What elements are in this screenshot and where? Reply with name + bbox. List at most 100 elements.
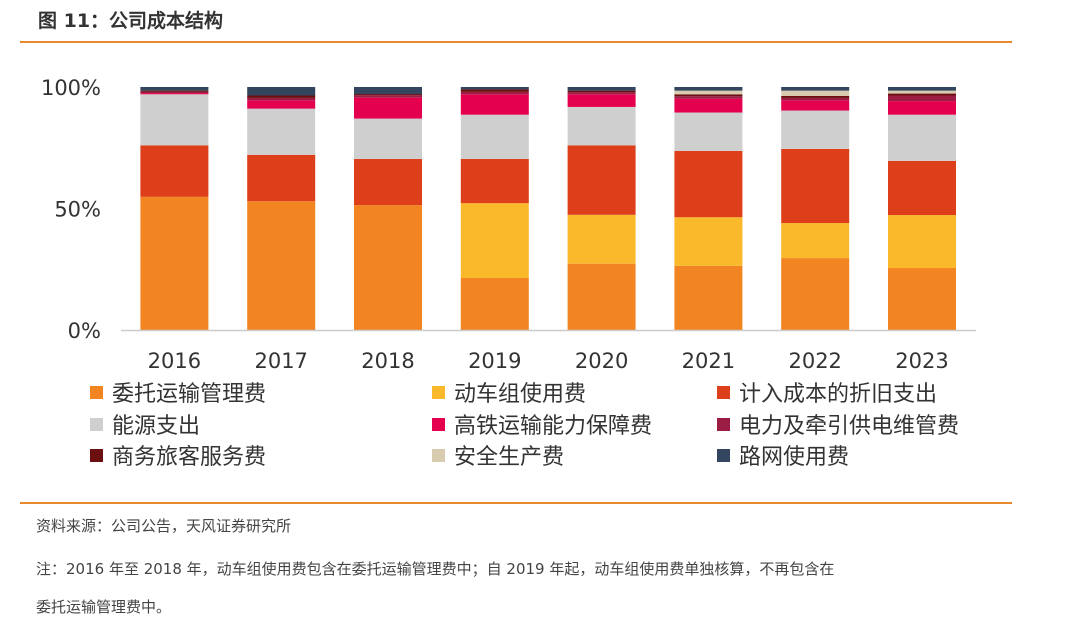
y-tick-label: 0% [68, 319, 101, 343]
bar-segment-2021-2 [674, 150, 743, 218]
bar-segment-2019-0 [460, 277, 529, 330]
bar-segment-2023-5 [888, 95, 956, 102]
legend-item: 能源支出 [90, 408, 200, 440]
bar-segment-2020-8 [567, 87, 636, 91]
y-tick-label: 50% [54, 198, 101, 222]
figure-title: 图 11：公司成本结构 [38, 10, 224, 32]
bar-segment-2022-5 [781, 97, 850, 101]
bar-segment-2019-6 [460, 89, 529, 92]
bar-segment-2017-8 [247, 87, 316, 96]
source-text: 资料来源：公司公告，天风证券研究所 [36, 517, 292, 535]
bar-segment-2017-6 [247, 95, 316, 98]
bar-segment-2022-0 [781, 258, 850, 330]
x-tick-label: 2023 [895, 349, 948, 373]
x-tick-label: 2019 [468, 349, 521, 373]
bar-segment-2018-5 [354, 95, 422, 98]
bar-segment-2022-8 [781, 87, 850, 91]
bar-segment-2023-4 [888, 101, 956, 115]
x-tick-label: 2020 [575, 349, 628, 373]
legend-swatch [432, 448, 445, 462]
legend-label: 计入成本的折旧支出 [739, 382, 938, 407]
legend-label: 高铁运输能力保障费 [454, 414, 653, 439]
legend-item: 动车组使用费 [432, 376, 586, 408]
bar-segment-2021-0 [674, 265, 743, 330]
bar-segment-2022-3 [781, 110, 850, 149]
bar-segment-2016-0 [140, 196, 209, 330]
x-tick-label: 2017 [254, 349, 307, 373]
bar-segment-2023-1 [888, 215, 956, 269]
bar-segment-2018-6 [354, 94, 422, 96]
bar-segment-2021-6 [674, 94, 743, 97]
bar-segment-2021-5 [674, 96, 743, 99]
top-rule [20, 41, 1012, 43]
bar-segment-2023-2 [888, 160, 956, 216]
legend-swatch [717, 385, 730, 399]
legend-item: 电力及牵引供电维管费 [717, 408, 959, 440]
bar-segment-2023-6 [888, 93, 956, 96]
bar-segment-2018-4 [354, 97, 422, 119]
note-line-1: 注：2016 年至 2018 年，动车组使用费包含在委托运输管理费中；自 201… [36, 560, 835, 578]
bottom-rule [20, 502, 1012, 504]
bar-segment-2018-2 [354, 158, 422, 206]
legend-item: 商务旅客服务费 [90, 439, 266, 471]
x-tick-label: 2021 [682, 349, 735, 373]
bar-segment-2021-3 [674, 112, 743, 151]
bar-segment-2020-0 [567, 263, 636, 330]
legend-item: 高铁运输能力保障费 [432, 408, 652, 440]
legend-swatch [90, 417, 103, 431]
bar-segment-2017-3 [247, 108, 316, 155]
legend-label: 安全生产费 [454, 445, 565, 470]
legend-swatch [432, 385, 445, 399]
bar-segment-2022-7 [781, 90, 850, 96]
legend-label: 委托运输管理费 [112, 382, 267, 407]
legend-label: 能源支出 [112, 414, 201, 439]
bar-segment-2020-5 [567, 92, 636, 95]
bar-segment-2020-2 [567, 145, 636, 215]
bar-segment-2022-4 [781, 100, 850, 111]
legend-label: 电力及牵引供电维管费 [739, 414, 960, 439]
bar-segment-2020-1 [567, 214, 636, 264]
bar-segment-2016-6 [140, 90, 209, 92]
legend-swatch [432, 417, 445, 431]
bar-segment-2017-0 [247, 201, 316, 330]
legend-item: 委托运输管理费 [90, 376, 266, 408]
x-tick-label: 2018 [361, 349, 414, 373]
bar-segment-2017-4 [247, 100, 316, 109]
bar-segment-2019-4 [460, 94, 529, 115]
legend-label: 商务旅客服务费 [112, 445, 267, 470]
bar-segment-2020-3 [567, 106, 636, 146]
y-tick-label: 100% [41, 76, 101, 100]
bar-segment-2022-1 [781, 223, 850, 259]
stacked-bar-chart: 0% 50% 100% 2016 2017 2018 2019 2020 2021 2022 202… [41, 76, 976, 373]
legend-item: 安全生产费 [432, 439, 564, 471]
x-tick-label: 2016 [148, 349, 201, 373]
bar-segment-2022-6 [781, 95, 850, 98]
bar-segment-2022-2 [781, 148, 850, 224]
bar-segment-2023-0 [888, 268, 956, 330]
bar-segment-2016-5 [140, 91, 209, 94]
x-tick-label: 2022 [788, 349, 841, 373]
bar-segment-2021-4 [674, 98, 743, 113]
legend-label: 动车组使用费 [454, 382, 587, 407]
bar-segment-2017-5 [247, 97, 316, 101]
bar-segment-2019-5 [460, 91, 529, 95]
legend-item: 路网使用费 [717, 439, 849, 471]
note-line-2: 委托运输管理费中。 [36, 598, 172, 616]
bar-segment-2021-7 [674, 90, 743, 95]
bar-segment-2018-3 [354, 118, 422, 159]
legend-swatch [90, 448, 103, 462]
legend-label: 路网使用费 [739, 445, 850, 470]
bar-segment-2018-0 [354, 205, 422, 330]
bar-segment-2018-8 [354, 87, 422, 95]
bar-segment-2019-2 [460, 158, 529, 204]
bar-segment-2021-8 [674, 87, 743, 91]
bar-segment-2016-3 [140, 94, 209, 146]
bar-segment-2020-4 [567, 94, 636, 107]
bar-segment-2016-8 [140, 87, 209, 91]
bar-segment-2023-8 [888, 87, 956, 91]
bar-segment-2020-6 [567, 90, 636, 93]
legend-swatch [717, 448, 730, 462]
bar-segment-2016-4 [140, 93, 209, 95]
legend-swatch [717, 417, 730, 431]
bar-segment-2023-7 [888, 90, 956, 94]
